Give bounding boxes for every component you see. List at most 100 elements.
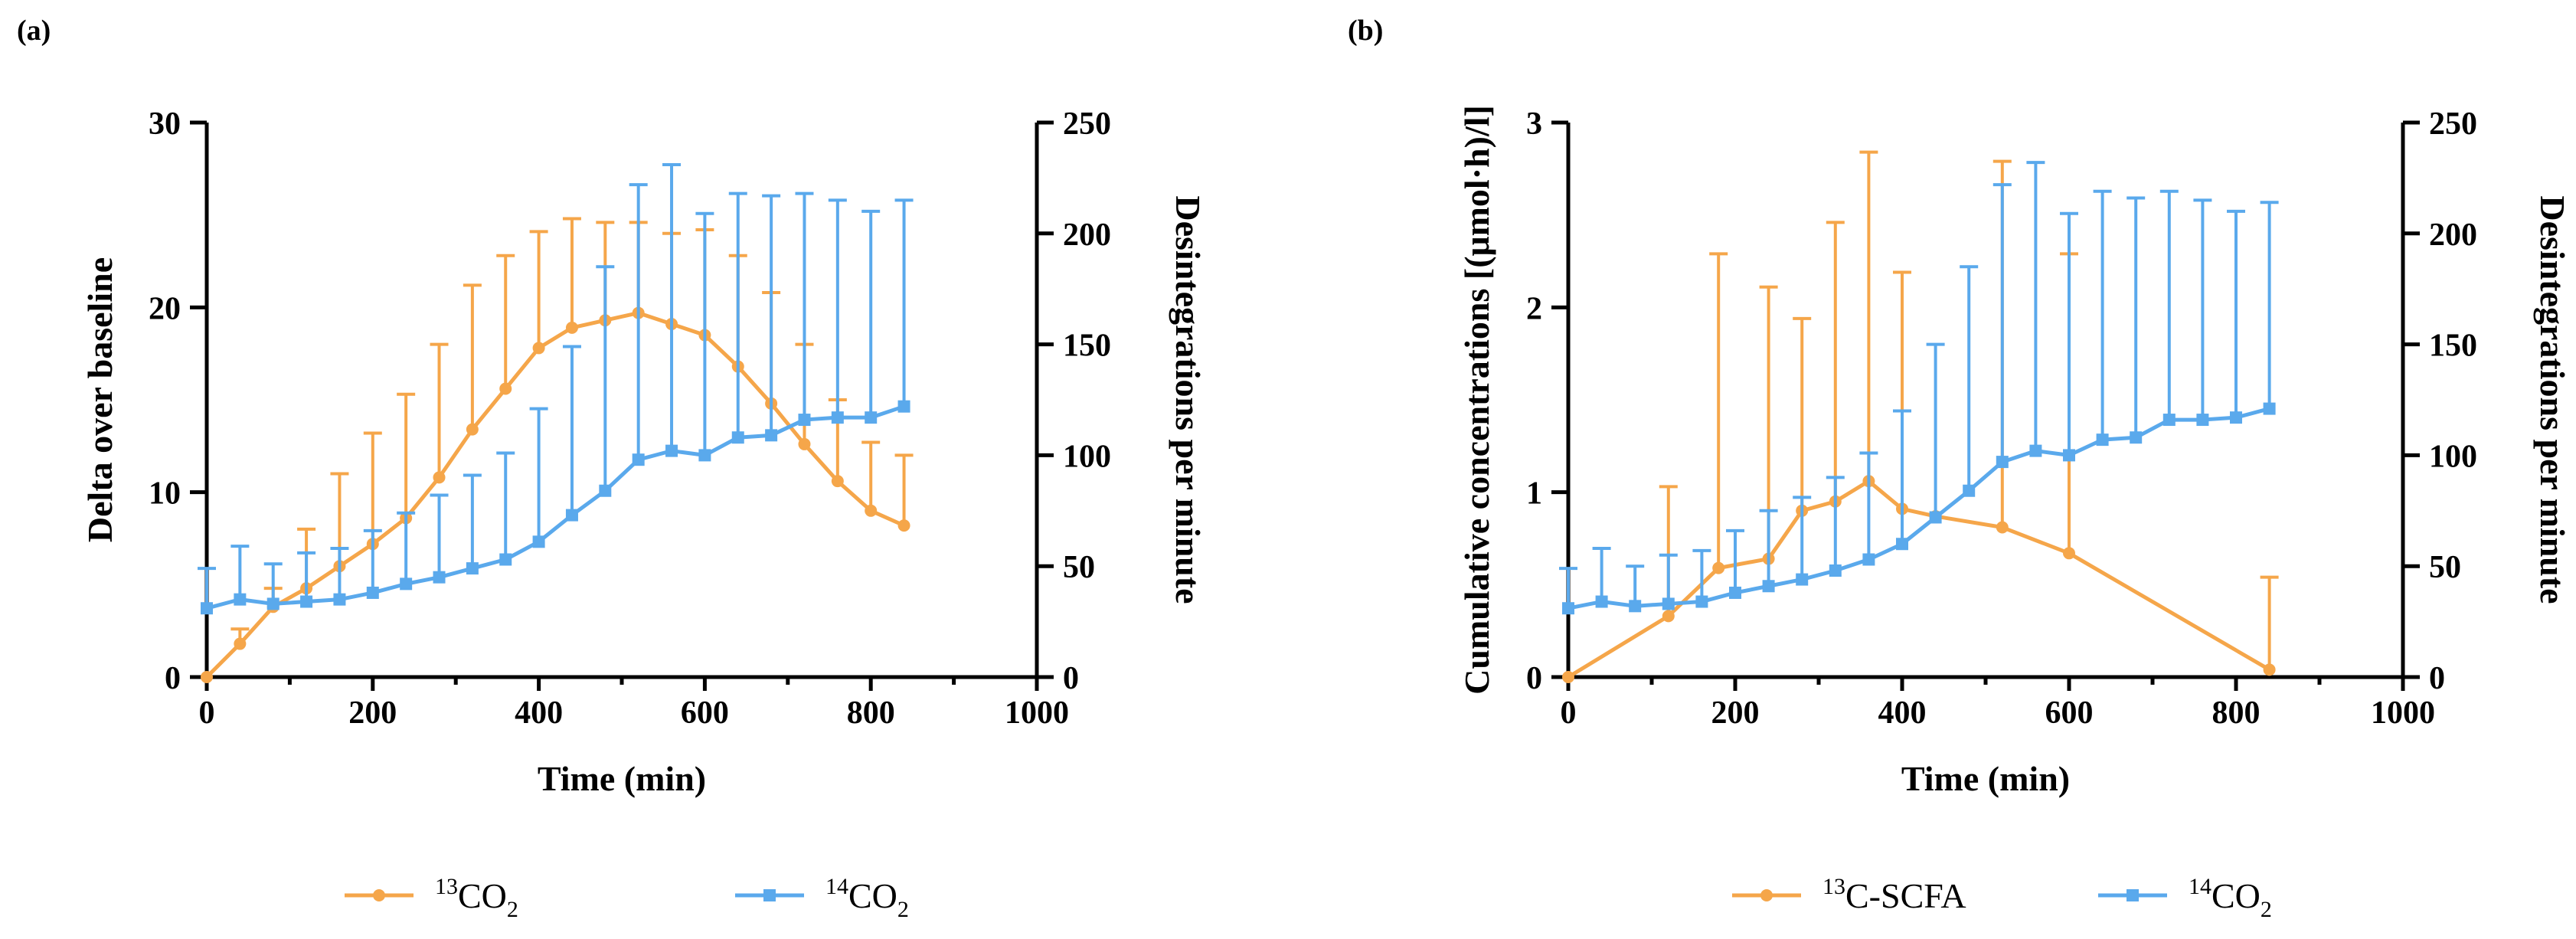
- data-point: [201, 671, 213, 683]
- data-point: [1896, 538, 1908, 551]
- data-point: [1712, 561, 1725, 574]
- y-tick-label: 3: [1526, 106, 1542, 142]
- data-point: [1862, 553, 1875, 566]
- data-point: [1595, 595, 1608, 608]
- series-line: [205, 311, 905, 679]
- data-point: [1562, 602, 1574, 615]
- y2-tick-label: 50: [1063, 550, 1095, 585]
- data-point: [1996, 456, 2009, 469]
- data-point: [2096, 434, 2109, 447]
- data-point: [532, 535, 545, 548]
- data-point: [897, 519, 910, 532]
- series-14CO2: [1559, 161, 2279, 615]
- data-point: [201, 602, 213, 615]
- data-point: [1695, 595, 1708, 608]
- y2-tick-label: 250: [2429, 106, 2477, 142]
- x-tick-label: 1000: [1005, 695, 1069, 731]
- y2-tick-label: 250: [1063, 106, 1111, 142]
- data-point: [2063, 547, 2075, 560]
- series-line: [1568, 407, 2270, 610]
- y2-tick-label: 150: [1063, 329, 1111, 364]
- y-axis-title: Delta over baseline: [80, 257, 119, 542]
- data-point: [532, 342, 545, 355]
- y2-tick-label: 150: [2429, 329, 2477, 364]
- data-point: [765, 429, 778, 442]
- panel-label: (a): [17, 15, 51, 47]
- data-point: [632, 453, 645, 466]
- data-point: [1929, 511, 1942, 524]
- data-point: [234, 593, 247, 606]
- legend-marker: [763, 889, 776, 901]
- y2-axis-title: Desintegrations per minute: [2533, 195, 2572, 604]
- series-13C-SCFA: [1562, 150, 2279, 683]
- data-point: [2263, 663, 2276, 676]
- y2-tick-label: 200: [2429, 218, 2477, 253]
- y-tick-label: 1: [1526, 476, 1542, 512]
- data-point: [731, 431, 744, 444]
- data-point: [2029, 444, 2042, 457]
- legend-marker: [373, 889, 385, 901]
- data-point: [798, 437, 811, 450]
- legend-label: 14CO2: [2189, 874, 2272, 922]
- data-point: [266, 597, 280, 610]
- legend-label: 13C-SCFA: [1822, 874, 1966, 915]
- data-point: [366, 586, 379, 599]
- data-point: [1629, 600, 1642, 613]
- y-tick-label: 0: [165, 661, 181, 696]
- data-point: [865, 411, 878, 424]
- series-13CO2: [201, 217, 914, 683]
- data-point: [1762, 580, 1775, 593]
- panel-label: (b): [1348, 15, 1383, 47]
- data-point: [433, 471, 446, 484]
- data-point: [831, 475, 844, 488]
- data-point: [565, 321, 578, 334]
- y2-tick-label: 100: [2429, 439, 2477, 474]
- y2-tick-label: 200: [1063, 218, 1111, 253]
- x-tick-label: 600: [2045, 695, 2094, 731]
- legend-entry: 14CO2: [735, 874, 909, 922]
- x-tick-label: 200: [1711, 695, 1760, 731]
- data-point: [466, 562, 479, 575]
- data-point: [565, 509, 578, 522]
- legend-label: 14CO2: [825, 874, 909, 922]
- x-tick-label: 1000: [2371, 695, 2435, 731]
- data-point: [234, 637, 247, 650]
- legend-entry: 13CO2: [345, 874, 518, 922]
- x-tick-label: 200: [348, 695, 397, 731]
- y2-tick-label: 0: [1063, 661, 1079, 696]
- data-point: [1796, 573, 1809, 586]
- data-point: [2263, 402, 2276, 415]
- data-point: [698, 449, 711, 462]
- data-point: [1729, 586, 1741, 599]
- x-axis-title: Time (min): [1901, 759, 2070, 798]
- x-tick-label: 0: [1561, 695, 1577, 731]
- data-point: [865, 504, 878, 517]
- data-point: [665, 444, 678, 457]
- data-point: [433, 571, 446, 584]
- data-point: [831, 411, 844, 424]
- y2-tick-label: 50: [2429, 550, 2461, 585]
- data-point: [300, 595, 313, 608]
- series-line: [1567, 479, 2270, 679]
- x-tick-label: 400: [1878, 695, 1927, 731]
- data-point: [1562, 671, 1574, 683]
- y2-tick-label: 0: [2429, 661, 2445, 696]
- x-tick-label: 800: [2212, 695, 2261, 731]
- y-tick-label: 20: [149, 291, 181, 326]
- data-point: [2162, 414, 2176, 427]
- x-tick-label: 600: [681, 695, 729, 731]
- chart-panel-2: (b)0 200 400 600 800 10000123050100150200250T…: [1348, 15, 2572, 922]
- data-point: [1662, 597, 1675, 610]
- x-tick-label: 0: [199, 695, 215, 731]
- y-tick-label: 2: [1526, 291, 1542, 326]
- y2-tick-label: 100: [1063, 439, 1111, 474]
- y-axis-title: Cumulative concentrations [(μmol·h)/l]: [1457, 105, 1496, 695]
- y-tick-label: 30: [149, 106, 181, 142]
- legend-entry: 13C-SCFA: [1732, 874, 1966, 915]
- data-point: [2130, 431, 2143, 444]
- data-point: [400, 577, 413, 591]
- data-point: [2063, 449, 2075, 462]
- series-line: [206, 404, 905, 610]
- data-point: [2196, 414, 2209, 427]
